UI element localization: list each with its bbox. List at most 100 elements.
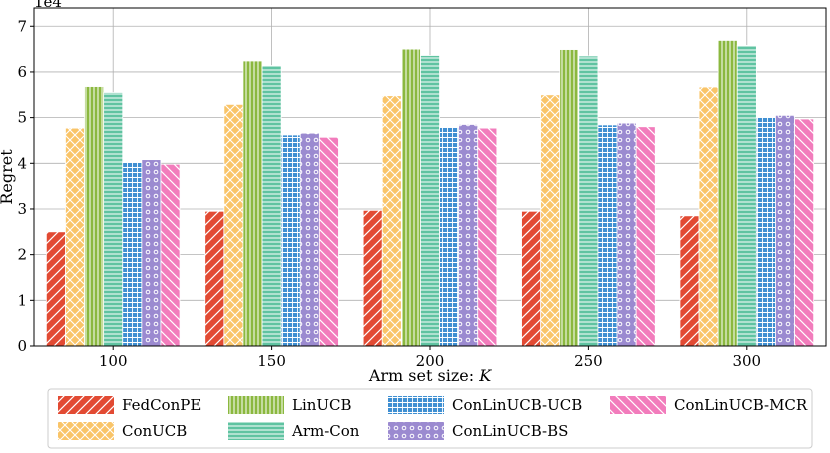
bar-conlinucb-ucb-300: [755, 116, 776, 347]
bar-fedconpe-150: [204, 210, 225, 347]
legend-item-linucb: LinUCB: [228, 396, 352, 414]
bar-hatch: [160, 163, 181, 347]
legend-swatch-hatch: [610, 396, 666, 414]
bar-hatch: [775, 114, 795, 347]
y-axis-ticks: 0 1 2 3 4 5 6 7: [17, 17, 34, 355]
legend-item-conlinucb-ucb: ConLinUCB-UCB: [388, 396, 582, 414]
x-axis-label-variable: K: [478, 366, 492, 385]
y-axis-label: Regret: [0, 149, 16, 205]
bar-hatch: [521, 210, 542, 347]
bar-linucb-100: [84, 86, 105, 347]
bar-conlinucb-bs-200: [458, 124, 479, 347]
bar-fedconpe-200: [362, 209, 383, 347]
y-tick-label: 6: [17, 63, 27, 81]
legend-swatch-hatch: [228, 422, 284, 440]
x-axis-label-prefix: Arm set size:: [368, 366, 479, 385]
bar-hatch: [45, 231, 66, 347]
y-tick-label: 4: [17, 154, 27, 172]
bar-fedconpe-300: [679, 215, 700, 347]
bar-fedconpe-100: [45, 231, 66, 347]
y-tick-label: 2: [17, 246, 27, 264]
legend-label: ConLinUCB-MCR: [674, 396, 808, 414]
bar-hatch: [223, 103, 244, 347]
bar-linucb-250: [559, 49, 580, 347]
legend-swatch-hatch: [228, 396, 284, 414]
legend-swatch-hatch: [58, 396, 114, 414]
x-tick-label: 200: [416, 352, 445, 370]
x-tick-label: 100: [99, 352, 128, 370]
x-axis-label: Arm set size: K: [368, 366, 492, 385]
bar-conucb-150: [223, 103, 244, 347]
legend-swatch-hatch: [58, 422, 114, 440]
bar-hatch: [381, 95, 402, 347]
bar-hatch: [559, 49, 580, 347]
legend-item-arm-con: Arm-Con: [228, 422, 360, 440]
bar-arm-con-250: [578, 55, 599, 347]
bar-conlinucb-bs-250: [616, 122, 637, 347]
bar-fedconpe-250: [521, 210, 542, 347]
bar-conlinucb-ucb-250: [597, 124, 618, 347]
x-tick-label: 150: [257, 352, 286, 370]
legend-label: LinUCB: [292, 396, 352, 414]
bar-hatch: [103, 92, 124, 347]
legend: FedConPE ConUCB LinUCB Arm-Con ConLinUCB-UCB…: [47, 388, 813, 449]
bar-hatch: [65, 127, 85, 347]
bar-hatch: [318, 136, 339, 347]
legend-label: ConLinUCB-BS: [452, 422, 568, 440]
bar-conlinucb-bs-150: [299, 132, 320, 347]
y-axis-multiplier: 1e4: [34, 0, 62, 11]
y-tick-label: 7: [17, 17, 27, 35]
bar-arm-con-100: [103, 92, 124, 347]
bar-hatch: [204, 210, 225, 347]
bar-hatch: [717, 40, 738, 347]
bar-conucb-200: [381, 95, 402, 347]
bar-conlinucb-mcr-200: [477, 127, 498, 347]
legend-swatch-hatch: [388, 422, 444, 440]
bar-conucb-300: [698, 86, 719, 347]
bar-conucb-100: [65, 127, 85, 347]
legend-item-conucb: ConUCB: [58, 422, 187, 440]
bar-arm-con-300: [736, 45, 757, 347]
y-tick-label: 1: [17, 291, 27, 309]
bars: [45, 40, 815, 347]
bar-hatch: [698, 86, 719, 347]
bar-hatch: [616, 122, 637, 347]
bar-hatch: [794, 118, 815, 347]
bar-hatch: [439, 126, 460, 347]
bar-conlinucb-mcr-100: [160, 163, 181, 347]
bar-hatch: [261, 65, 282, 347]
legend-item-fedconpe: FedConPE: [58, 396, 201, 414]
y-tick-label: 0: [17, 337, 27, 355]
legend-swatch-hatch: [388, 396, 444, 414]
bar-hatch: [597, 124, 618, 347]
legend-label: Arm-Con: [291, 422, 360, 440]
bar-conlinucb-ucb-100: [122, 161, 143, 347]
legend-label: ConUCB: [122, 422, 187, 440]
legend-label: FedConPE: [122, 396, 201, 414]
bar-hatch: [141, 159, 162, 347]
y-tick-label: 5: [17, 109, 27, 127]
bar-linucb-150: [242, 60, 263, 347]
x-axis-ticks: 100 150 200 250 300: [99, 346, 761, 370]
bar-hatch: [736, 45, 757, 347]
bar-hatch: [755, 116, 776, 347]
bar-conlinucb-bs-100: [141, 159, 162, 347]
bar-conlinucb-mcr-150: [318, 136, 339, 347]
legend-item-conlinucb-mcr: ConLinUCB-MCR: [610, 396, 808, 414]
bar-conlinucb-bs-300: [775, 114, 795, 347]
bar-linucb-200: [400, 48, 421, 347]
y-tick-label: 3: [17, 200, 27, 218]
bar-conlinucb-ucb-200: [439, 126, 460, 347]
bar-hatch: [280, 134, 301, 347]
x-tick-label: 300: [732, 352, 761, 370]
bar-conlinucb-mcr-300: [794, 118, 815, 347]
bar-hatch: [362, 209, 383, 347]
x-tick-label: 250: [574, 352, 603, 370]
bar-hatch: [400, 48, 421, 347]
bar-arm-con-150: [261, 65, 282, 347]
legend-item-conlinucb-bs: ConLinUCB-BS: [388, 422, 568, 440]
bar-hatch: [578, 55, 599, 347]
bar-hatch: [420, 55, 440, 347]
bar-hatch: [84, 86, 105, 347]
